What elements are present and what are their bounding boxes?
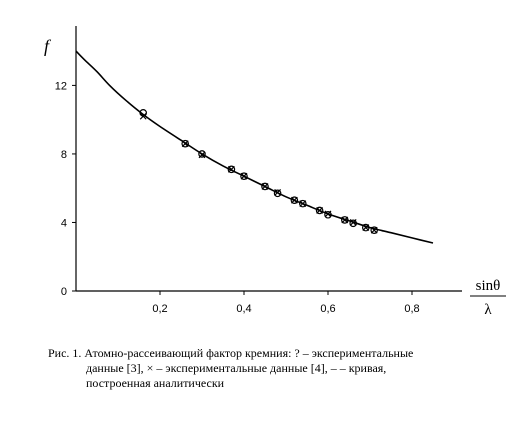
data-point-circle [227, 165, 236, 174]
x-axis-label-denominator: λ [484, 302, 492, 318]
data-point-cross [370, 226, 378, 234]
data-point-circle [298, 199, 307, 208]
cross-stroke [290, 196, 298, 204]
data-point-circle [324, 210, 332, 219]
analytic-curve [75, 50, 434, 244]
cross-stroke [299, 200, 307, 208]
data-point-cross [290, 196, 298, 204]
data-point-cross [316, 207, 324, 214]
data-point-cross [349, 219, 357, 226]
cross-stroke [341, 216, 349, 224]
y-axis-label: f [44, 36, 52, 56]
y-tick-label: 12 [55, 80, 67, 92]
data-point-cross [299, 200, 307, 208]
x-tick-label: 0,8 [404, 303, 419, 315]
data-markers [139, 109, 379, 234]
data-point-cross [274, 189, 282, 196]
cross-stroke [240, 172, 248, 180]
data-point-circle [315, 206, 324, 215]
cross-stroke [227, 165, 235, 173]
caption-line-1: Рис. 1. Атомно-рассеивающий фактор кремн… [48, 346, 414, 360]
figure-caption: Рис. 1. Атомно-рассеивающий фактор кремн… [48, 346, 478, 391]
data-point-circle [273, 189, 282, 198]
data-point-cross [198, 151, 206, 159]
data-point-cross [324, 210, 332, 218]
caption-line-3: построенная аналитически [86, 376, 225, 390]
data-point-circle [340, 216, 349, 224]
data-point-cross [240, 172, 248, 180]
cross-stroke [274, 189, 282, 196]
data-point-cross [261, 183, 269, 190]
cross-stroke [316, 207, 324, 214]
cross-stroke [370, 226, 378, 234]
data-point-cross [139, 112, 147, 120]
axes [75, 26, 462, 292]
cross-stroke [198, 151, 206, 159]
cross-stroke [349, 219, 357, 226]
data-point-circle [198, 150, 206, 158]
data-point-cross [227, 165, 235, 173]
data-point-circle [349, 219, 358, 228]
cross-stroke [181, 140, 189, 148]
x-axis-label: sinθ λ [470, 278, 506, 318]
data-point-cross [181, 140, 189, 148]
cross-stroke [362, 224, 370, 232]
x-tick-label: 0,6 [320, 303, 335, 315]
x-axis-label-numerator: sinθ [476, 278, 501, 294]
y-tick-label: 4 [61, 217, 67, 229]
atomic-scattering-factor-chart: 0,2 0,4 0,6 0,8 0 4 8 12 f sinθ λ [44, 26, 506, 318]
data-point-circle [290, 196, 299, 204]
data-point-cross [362, 224, 370, 232]
data-point-circle [261, 182, 269, 191]
data-point-circle [361, 223, 370, 232]
cross-stroke [324, 210, 332, 218]
cross-stroke [261, 183, 269, 190]
y-tick-label: 8 [61, 149, 67, 161]
data-point-circle [240, 172, 248, 181]
x-tick-label: 0,4 [236, 303, 251, 315]
caption-line-2: данные [3], × – экспериментальные данные… [86, 361, 387, 375]
y-tick-label: 0 [61, 286, 67, 298]
data-point-cross [341, 216, 349, 224]
x-tick-label: 0,2 [152, 303, 167, 315]
cross-stroke [139, 112, 147, 120]
data-point-circle [370, 226, 379, 234]
ticks: 0,2 0,4 0,6 0,8 0 4 8 12 [55, 80, 420, 315]
data-point-circle [181, 139, 190, 148]
